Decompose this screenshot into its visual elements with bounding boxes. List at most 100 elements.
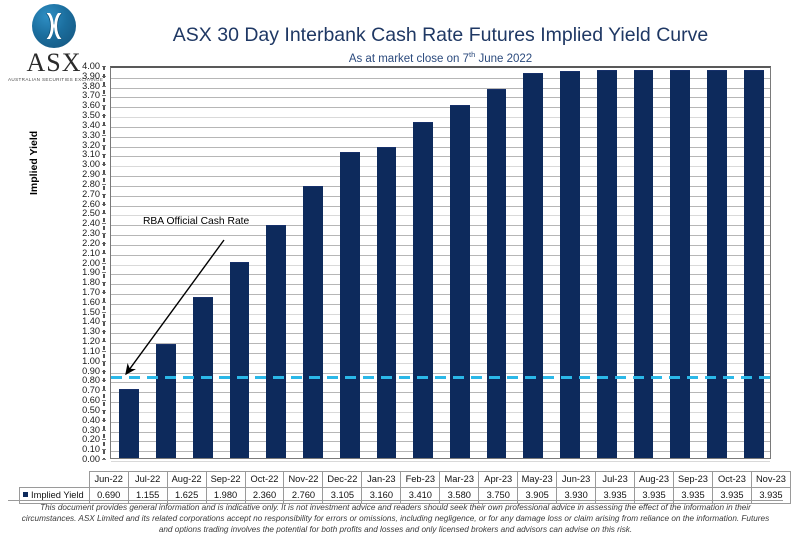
table-cell-aug-22: 1.625 <box>166 487 207 504</box>
data-table: Jun-22 Jul-22 Aug-22 Sep-22 Oct-22 Nov-22 Dec-… <box>19 471 791 504</box>
footer-disclaimer: This document provides general informati… <box>21 503 770 534</box>
gridline <box>111 382 770 384</box>
table-cell-mar-23: 3.580 <box>439 487 480 504</box>
table-value-row: Implied Yield 0.690 1.155 1.625 1.980 2.360 2… <box>19 487 791 504</box>
table-header-oct-22: Oct-22 <box>244 471 285 488</box>
gridline <box>111 225 770 227</box>
gridline <box>111 215 770 217</box>
asx-tagline: AUSTRALIAN SECURITIES EXCHANGE <box>8 77 104 83</box>
bar-nov-23 <box>743 70 764 458</box>
y-axis-tick-marks <box>58 66 106 460</box>
table-cell-nov-22: 2.760 <box>283 487 324 504</box>
asx-logo-block: ASX AUSTRALIAN SECURITIES EXCHANGE <box>8 4 104 83</box>
y-axis-tick-label: 2.20 <box>82 237 100 248</box>
gridline <box>111 372 770 374</box>
table-header-row: Jun-22 Jul-22 Aug-22 Sep-22 Oct-22 Nov-22 Dec-… <box>20 471 791 488</box>
bar-jun-22 <box>119 389 140 458</box>
bar-nov-22 <box>303 185 323 458</box>
y-axis-tick-label: 3.40 <box>82 119 100 130</box>
gridline <box>111 205 770 207</box>
y-axis-title: Implied Yield <box>28 130 40 195</box>
y-axis-tick-label: 0.40 <box>82 414 100 425</box>
bar-dec-22 <box>339 151 360 458</box>
y-axis-tick-label: 3.60 <box>82 100 100 111</box>
table-header-jun-22: Jun-22 <box>88 471 129 488</box>
y-axis-tick-label: 1.20 <box>82 336 100 347</box>
gridline <box>111 461 770 462</box>
footer-divider <box>8 500 783 501</box>
y-axis-tick-label: 3.90 <box>82 70 100 81</box>
gridline <box>111 97 770 99</box>
table-header-nov-22: Nov-22 <box>283 471 324 488</box>
y-axis-tick-label: 3.20 <box>82 139 100 150</box>
bar-sep-22 <box>229 262 250 458</box>
gridline <box>111 303 770 305</box>
gridline <box>111 421 770 423</box>
y-axis-tick-label: 4.00 <box>82 61 100 71</box>
rba-annotation-label: RBA Official Cash Rate <box>143 216 250 227</box>
table-cell-jul-22: 1.155 <box>127 487 168 504</box>
table-cell-dec-22: 3.105 <box>322 487 363 504</box>
y-axis-tick-label: 1.80 <box>82 277 100 288</box>
gridline <box>111 254 770 256</box>
table-header-aug-23: Aug-23 <box>634 471 675 488</box>
table-cell-jun-22: 0.690 <box>88 487 129 504</box>
y-axis-tick-mark <box>102 459 106 460</box>
table-header-oct-23: Oct-23 <box>711 471 752 488</box>
legend-swatch-icon <box>23 492 28 498</box>
gridline <box>111 146 770 148</box>
asx-logo-glyph-icon <box>45 12 63 40</box>
y-axis-tick-label: 1.70 <box>82 286 100 297</box>
y-axis-tick-label: 1.50 <box>82 306 100 317</box>
bar-sep-23 <box>670 70 691 458</box>
table-cell-may-23: 3.905 <box>517 487 558 504</box>
gridline <box>111 323 770 325</box>
y-axis-tick-label: 0.80 <box>82 375 100 386</box>
y-axis-tick-label: 0.10 <box>82 444 100 455</box>
y-axis-tick-label: 2.30 <box>82 228 100 239</box>
chart-subtitle-prefix: As at market close on 7 <box>348 52 469 65</box>
gridline <box>111 451 770 453</box>
gridline <box>111 156 770 158</box>
y-axis-tick-label: 0.20 <box>82 434 100 445</box>
gridline <box>111 77 770 79</box>
y-axis-tick-label: 1.90 <box>82 267 100 278</box>
table-cell-jun-23: 3.930 <box>556 487 597 504</box>
y-axis-tick-label: 3.70 <box>82 90 100 101</box>
table-cell-sep-23: 3.935 <box>673 487 713 504</box>
y-axis-tick-label: 3.80 <box>82 80 100 91</box>
gridline <box>111 166 770 168</box>
gridline <box>111 352 770 354</box>
table-header-apr-23: Apr-23 <box>478 471 519 488</box>
bar-jun-23 <box>560 70 580 458</box>
gridline <box>111 195 770 197</box>
bar-aug-23 <box>633 70 654 458</box>
table-cell-apr-23: 3.750 <box>478 487 519 504</box>
table-cell-aug-23: 3.935 <box>634 487 675 504</box>
y-axis-tick-label: 0.70 <box>82 385 100 396</box>
chart-subtitle: As at market close on 7th June 2022 <box>110 50 771 65</box>
gridline <box>111 244 770 246</box>
bar-jul-22 <box>156 343 176 458</box>
y-axis-tick-label: 1.10 <box>82 345 100 356</box>
chart-subtitle-ordinal: th <box>468 50 476 59</box>
y-axis-tick-label: 2.90 <box>82 169 100 180</box>
table-cell-nov-23: 3.935 <box>750 487 791 504</box>
y-axis-tick-label: 2.10 <box>82 247 100 258</box>
gridline <box>111 313 770 315</box>
table-cell-oct-23: 3.935 <box>711 487 752 504</box>
table-cell-oct-22: 2.360 <box>244 487 285 504</box>
table-header-mar-23: Mar-23 <box>439 471 480 488</box>
gridline <box>111 411 770 413</box>
gridline <box>111 117 770 119</box>
table-header-jan-23: Jan-23 <box>361 471 402 488</box>
y-axis-tick-label: 2.40 <box>82 218 100 229</box>
y-axis-tick-label: 1.40 <box>82 316 100 327</box>
y-axis-tick-label: 3.50 <box>82 110 100 121</box>
table-cell-sep-22: 1.980 <box>205 487 246 504</box>
y-axis-tick-label: 2.80 <box>82 178 100 189</box>
gridline <box>111 284 770 286</box>
table-cell-feb-23: 3.410 <box>400 487 441 504</box>
bar-jul-23 <box>596 70 617 458</box>
y-axis-tick-label: 2.70 <box>82 188 100 199</box>
